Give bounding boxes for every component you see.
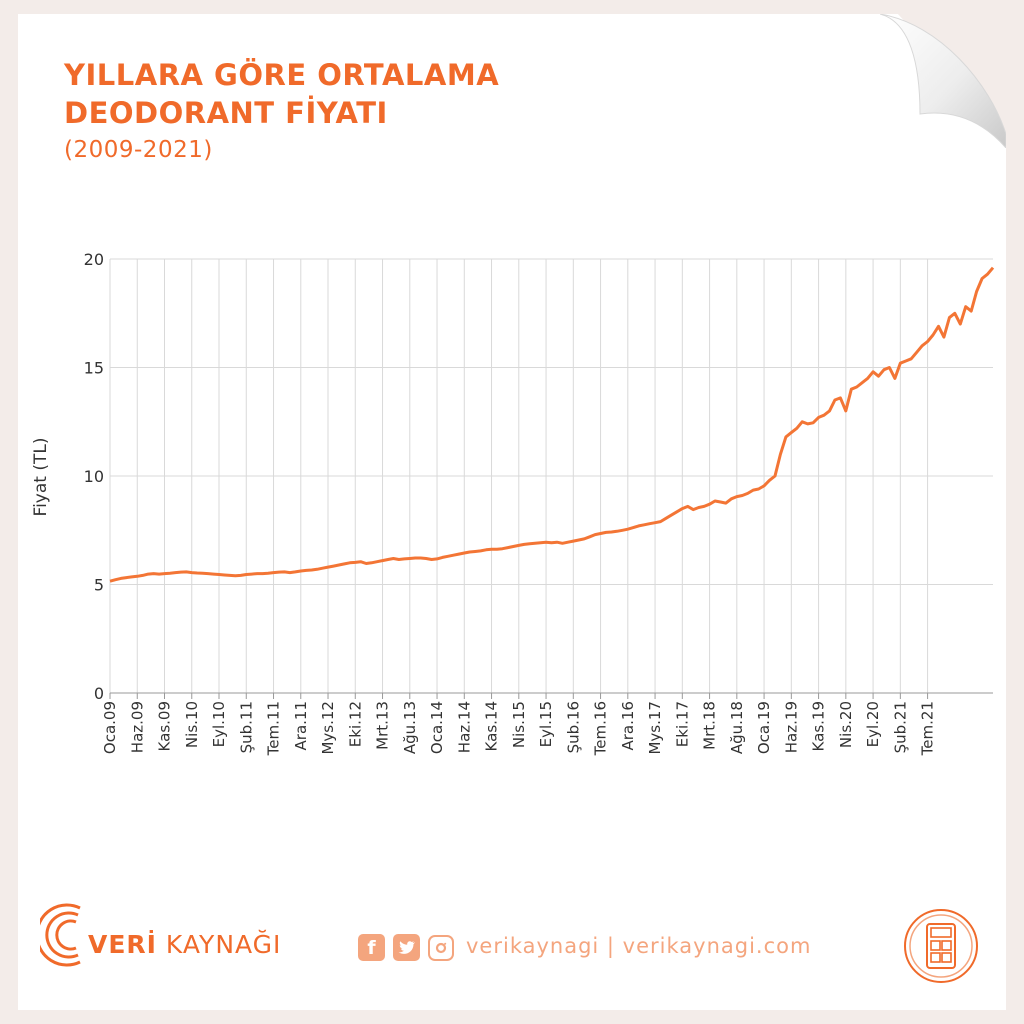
brand-name-rest: KAYNAĞI — [156, 930, 282, 959]
x-tick-label: Ara.16 — [619, 701, 637, 750]
title-line-1: YILLARA GÖRE ORTALAMA — [64, 58, 500, 92]
x-tick-label: Tem.16 — [592, 701, 610, 756]
x-tick-label: Nis.20 — [837, 701, 855, 748]
paper-sheet — [18, 14, 1006, 1010]
x-tick-label: Oca.14 — [428, 701, 446, 754]
y-tick-label: 10 — [84, 467, 104, 486]
x-tick-label: Mys.12 — [319, 701, 337, 755]
x-tick-label: Mys.17 — [646, 701, 664, 755]
x-tick-label: Haz.14 — [455, 701, 473, 753]
x-tick-label: Şub.11 — [237, 701, 255, 753]
x-tick-label: Nis.10 — [183, 701, 201, 748]
x-tick-label: Eyl.10 — [210, 701, 228, 747]
x-tick-label: Eyl.15 — [537, 701, 555, 747]
x-tick-label: Şub.21 — [891, 701, 909, 753]
instagram-icon[interactable] — [428, 934, 454, 961]
social-icons: f — [358, 934, 454, 961]
x-tick-label: Tem.21 — [919, 701, 937, 756]
y-tick-label: 5 — [94, 576, 104, 595]
twitter-icon[interactable] — [393, 934, 420, 961]
x-tick-label: Nis.15 — [510, 701, 528, 748]
brand-logo-icon — [40, 903, 81, 967]
x-tick-label: Kas.14 — [483, 701, 501, 751]
x-tick-label: Ağu.13 — [401, 701, 419, 754]
social-handle: verikaynagi | verikaynagi.com — [466, 934, 812, 958]
x-tick-label: Ara.11 — [292, 701, 310, 750]
y-tick-label: 20 — [84, 250, 104, 269]
x-tick-label: Haz.19 — [782, 701, 800, 753]
x-tick-label: Mrt.18 — [701, 701, 719, 750]
y-tick-label: 15 — [84, 359, 104, 378]
x-tick-label: Kas.19 — [810, 701, 828, 751]
x-tick-label: Oca.19 — [755, 701, 773, 754]
x-tick-label: Şub.16 — [564, 701, 582, 753]
x-tick-label: Kas.09 — [156, 701, 174, 751]
y-tick-label: 0 — [94, 684, 104, 703]
title-line-2: DEODORANT FİYATI — [64, 96, 388, 130]
x-tick-label: Mrt.13 — [374, 701, 392, 750]
x-tick-label: Eki.12 — [346, 701, 364, 747]
facebook-icon[interactable]: f — [358, 934, 385, 961]
brand-name: VERİ KAYNAĞI — [88, 930, 281, 959]
footer: VERİ KAYNAĞI f verikaynagi | verikaynagi… — [0, 890, 1024, 990]
x-tick-label: Haz.09 — [128, 701, 146, 753]
chart-subtitle: (2009-2021) — [64, 137, 213, 163]
x-tick-label: Ağu.18 — [728, 701, 746, 754]
x-tick-label: Oca.09 — [101, 701, 119, 754]
x-tick-label: Eyl.20 — [864, 701, 882, 747]
x-tick-label: Eki.17 — [673, 701, 691, 747]
price-series-line — [109, 266, 995, 583]
calculator-icon — [904, 909, 978, 983]
chart-title: YILLARA GÖRE ORTALAMA DEODORANT FİYATI — [64, 56, 499, 132]
brand-name-bold: VERİ — [88, 930, 157, 959]
x-tick-label: Tem.11 — [265, 701, 283, 756]
